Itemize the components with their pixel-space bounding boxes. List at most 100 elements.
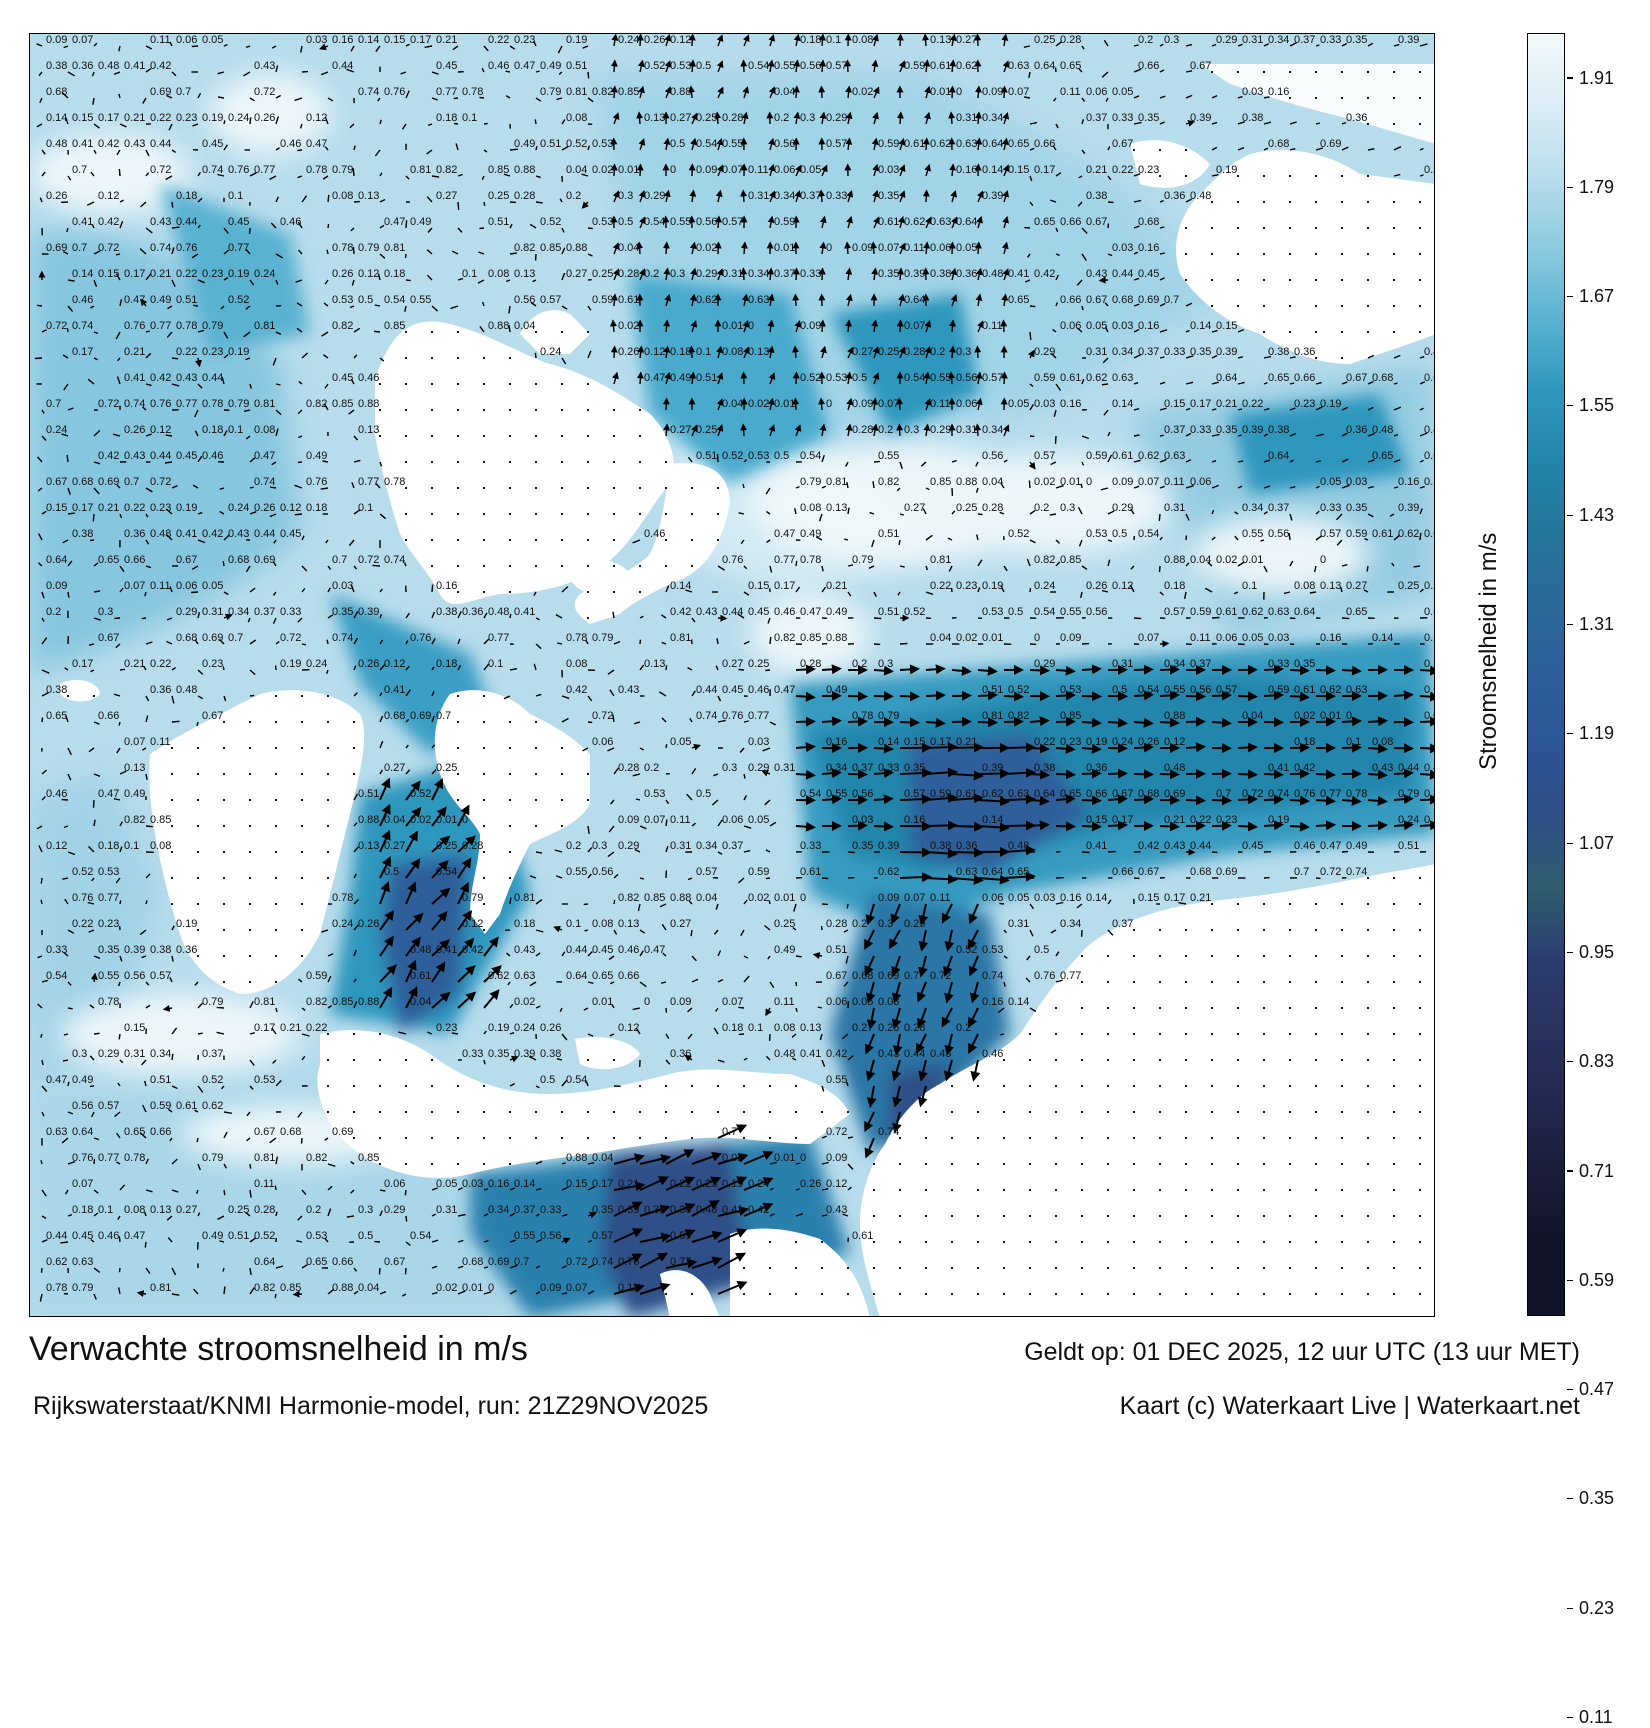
speed-label: 0.22	[670, 1178, 691, 1190]
speed-label: 0.06	[826, 996, 847, 1008]
speed-label: 0.48	[1424, 346, 1435, 358]
grid-dot	[717, 539, 719, 541]
speed-label: 0.54	[800, 788, 821, 800]
speed-label: 0.14	[1372, 632, 1393, 644]
speed-label: 0.03	[1034, 892, 1055, 904]
colorbar-tick: 0.23	[1567, 1598, 1637, 1618]
speed-label: 0.33	[1268, 658, 1289, 670]
current-arrow	[1368, 748, 1386, 749]
current-arrow	[41, 878, 42, 884]
colorbar-tick: 1.79	[1567, 177, 1637, 197]
speed-label: 0.7	[332, 554, 347, 566]
speed-label: 0	[956, 86, 962, 98]
speed-label: 0.1	[462, 112, 477, 124]
speed-label: 0.64	[254, 1256, 275, 1268]
grid-dot	[405, 1111, 407, 1113]
speed-label: 0.03	[306, 34, 327, 46]
speed-label: 0.1	[748, 1022, 763, 1034]
current-arrow	[900, 644, 907, 645]
speed-label: 0.12	[46, 840, 67, 852]
speed-label: 0.79	[800, 476, 821, 488]
speed-label: 0.23	[98, 918, 119, 930]
grid-dot	[1237, 1007, 1239, 1009]
grid-dot	[1289, 331, 1291, 333]
current-arrow	[796, 269, 797, 280]
grid-dot	[1159, 1215, 1161, 1217]
grid-dot	[405, 1163, 407, 1165]
speed-label: 0.01	[1060, 476, 1081, 488]
speed-label: 0.17	[98, 112, 119, 124]
grid-dot	[1419, 1163, 1421, 1165]
grid-dot	[197, 799, 199, 801]
speed-label: 0.27	[852, 1022, 873, 1034]
speed-label: 0.27	[1346, 580, 1367, 592]
grid-dot	[1185, 279, 1187, 281]
speed-label: 0.12	[384, 658, 405, 670]
speed-label: 0.56	[982, 450, 1003, 462]
current-arrow	[795, 399, 796, 410]
grid-dot	[509, 565, 511, 567]
grid-dot	[1185, 1007, 1187, 1009]
current-arrow	[119, 1034, 120, 1039]
current-arrow	[1030, 332, 1031, 340]
speed-label: 0.26	[540, 1022, 561, 1034]
grid-dot	[1263, 981, 1265, 983]
grid-dot	[1419, 1007, 1421, 1009]
speed-label: 0.17	[592, 1178, 613, 1190]
grid-dot	[457, 487, 459, 489]
current-arrow	[640, 35, 641, 46]
grid-dot	[743, 1137, 745, 1139]
grid-dot	[1289, 1163, 1291, 1165]
grid-dot	[587, 487, 589, 489]
speed-label: 0.78	[852, 710, 873, 722]
speed-label: 0.08	[150, 840, 171, 852]
grid-dot	[613, 1059, 615, 1061]
current-arrow	[458, 202, 459, 210]
speed-label: 0.65	[1008, 866, 1029, 878]
grid-dot	[1419, 1059, 1421, 1061]
speed-label: 0.13	[358, 190, 379, 202]
current-arrow	[60, 1242, 68, 1243]
grid-dot	[197, 773, 199, 775]
speed-label: 0.7	[1216, 788, 1231, 800]
grid-dot	[327, 773, 329, 775]
current-arrow	[1160, 566, 1161, 572]
speed-label: 0.62	[904, 216, 925, 228]
speed-label: 0.3	[98, 606, 113, 618]
grid-dot	[1211, 1059, 1213, 1061]
speed-label: 0.13	[514, 268, 535, 280]
speed-label: 0.2	[1034, 502, 1049, 514]
speed-label: 0.79	[462, 892, 483, 904]
grid-dot	[1081, 1215, 1083, 1217]
grid-dot	[431, 1137, 433, 1139]
speed-label: 0.47	[124, 1230, 145, 1242]
grid-dot	[925, 1293, 927, 1295]
speed-label: 0.33	[540, 1204, 561, 1216]
speed-label: 0.68	[384, 710, 405, 722]
speed-label: 0.77	[150, 320, 171, 332]
grid-dot	[431, 331, 433, 333]
speed-label: 0.68	[1372, 372, 1393, 384]
speed-label: 0.22	[1034, 736, 1055, 748]
speed-label: 0.48	[176, 684, 197, 696]
grid-dot	[1315, 1059, 1317, 1061]
current-arrow	[952, 852, 982, 853]
grid-dot	[1029, 1111, 1031, 1113]
speed-label: 0.11	[618, 1282, 639, 1294]
speed-label: 0.82	[1034, 554, 1055, 566]
grid-dot	[457, 565, 459, 567]
speed-label: 0.38	[1268, 424, 1289, 436]
speed-label: 0.04	[722, 398, 743, 410]
speed-label: 0.03	[1034, 398, 1055, 410]
speed-label: 0.59	[592, 294, 613, 306]
speed-label: 0.18	[436, 658, 457, 670]
speed-label: 0.72	[280, 632, 301, 644]
speed-label: 0.42	[1138, 840, 1159, 852]
speed-label: 0.52	[228, 294, 249, 306]
grid-dot	[665, 461, 667, 463]
speed-label: 0.02	[618, 320, 639, 332]
speed-label: 0.04	[358, 1282, 379, 1294]
speed-label: 0.26	[332, 268, 353, 280]
speed-label: 0.35	[332, 606, 353, 618]
